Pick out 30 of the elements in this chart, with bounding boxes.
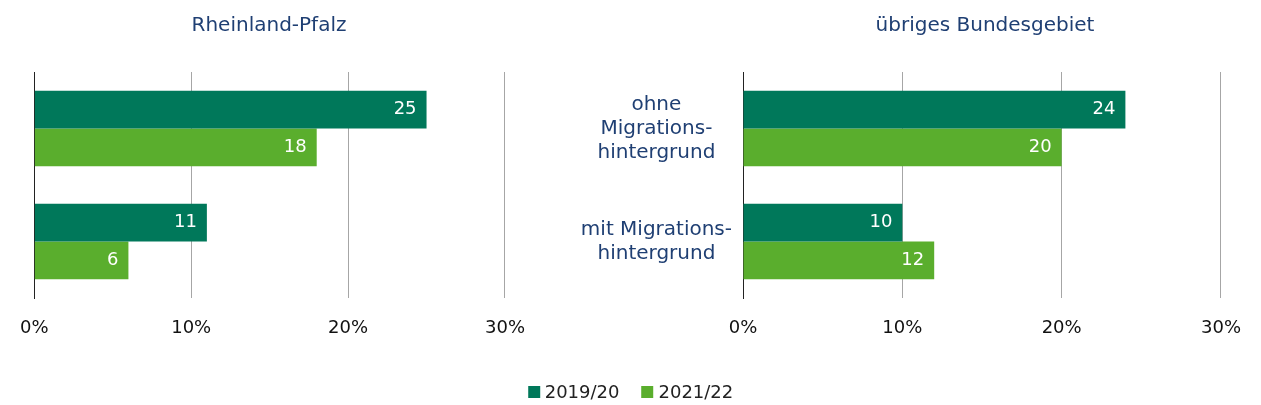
data-label: 6 xyxy=(106,248,119,270)
chart-title: übriges Bundesgebiet xyxy=(874,12,1096,36)
x-tick-label: 10% xyxy=(171,316,212,338)
data-label: 11 xyxy=(173,210,197,232)
y-tick-label: ohne Migrations-hintergrund xyxy=(597,90,716,163)
chart-title: Rheinland-Pfalz xyxy=(190,12,348,36)
bar xyxy=(743,241,935,280)
data-label: 20 xyxy=(1028,135,1052,157)
x-tick-label: 0% xyxy=(728,316,758,338)
legend-label: 2019/20 xyxy=(544,381,620,402)
x-tick-label: 10% xyxy=(882,316,923,338)
data-label: 10 xyxy=(869,210,893,232)
x-tick-label: 20% xyxy=(1041,316,1082,338)
legend-label: 2021/22 xyxy=(658,381,734,402)
data-label: 24 xyxy=(1092,97,1116,119)
x-tick-label: 30% xyxy=(484,316,525,338)
bar xyxy=(34,90,427,129)
bar xyxy=(34,128,317,167)
x-tick-label: 30% xyxy=(1200,316,1241,338)
x-tick-label: 20% xyxy=(328,316,369,338)
bar xyxy=(34,241,129,280)
bar xyxy=(34,203,207,242)
x-tick-label: 0% xyxy=(20,316,49,338)
bar xyxy=(743,128,1062,167)
bar xyxy=(743,203,903,242)
data-label: 18 xyxy=(283,135,307,157)
data-label: 25 xyxy=(393,97,417,119)
bar xyxy=(743,90,1126,129)
y-tick-label: mit Migrations-hintergrund xyxy=(580,215,732,264)
data-label: 12 xyxy=(901,248,925,270)
